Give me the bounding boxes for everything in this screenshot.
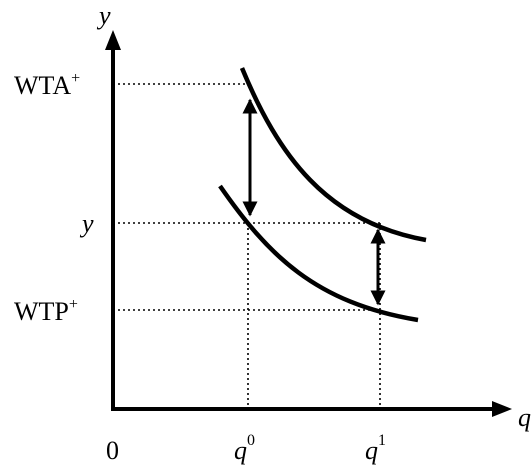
indifference-curve-lower: [218, 184, 419, 323]
y-axis-label: y: [96, 1, 111, 30]
x-axis-arrowhead: [492, 401, 512, 417]
wta-label: WTA+: [14, 70, 80, 100]
y-axis-arrowhead: [105, 30, 121, 50]
origin-label: 0: [106, 436, 119, 465]
x-axis-label: q: [518, 403, 531, 432]
q1-label: q1: [365, 432, 386, 465]
wtp-label: WTP+: [14, 296, 78, 326]
y-level-label: y: [79, 209, 94, 238]
q0-label: q0: [234, 432, 255, 465]
indifference-curve-upper: [239, 67, 427, 243]
